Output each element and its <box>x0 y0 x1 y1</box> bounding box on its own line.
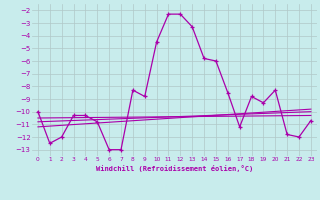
X-axis label: Windchill (Refroidissement éolien,°C): Windchill (Refroidissement éolien,°C) <box>96 165 253 172</box>
